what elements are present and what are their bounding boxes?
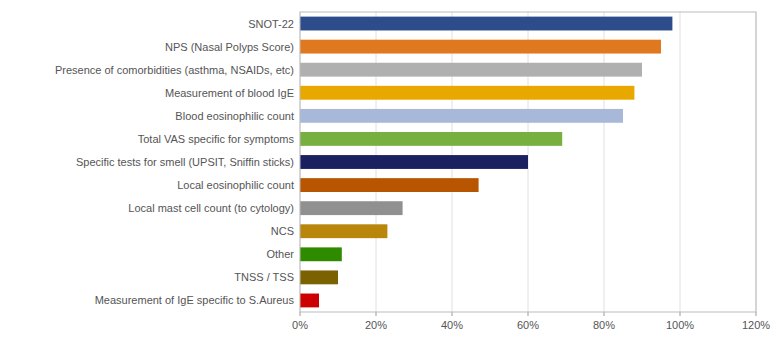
- tick-label: 60%: [517, 319, 539, 331]
- category-label: Total VAS specific for symptoms: [138, 133, 295, 145]
- category-label: Blood eosinophilic count: [175, 110, 294, 122]
- category-label: SNOT-22: [248, 18, 294, 30]
- tick-label: 40%: [441, 319, 463, 331]
- bar: [300, 201, 403, 215]
- bar: [300, 63, 642, 77]
- category-label: Measurement of blood IgE: [165, 87, 294, 99]
- category-label: NPS (Nasal Polyps Score): [165, 41, 294, 53]
- tick-mark: [452, 312, 453, 316]
- bar: [300, 17, 672, 31]
- bars: [300, 17, 672, 308]
- category-label: Specific tests for smell (UPSIT, Sniffin…: [76, 156, 294, 168]
- bar: [300, 270, 338, 284]
- bar: [300, 155, 528, 169]
- tick-label: 80%: [593, 319, 615, 331]
- tick-label: 20%: [365, 319, 387, 331]
- category-label: NCS: [271, 225, 294, 237]
- tick-mark: [680, 312, 681, 316]
- bar: [300, 109, 623, 123]
- tick-mark: [604, 312, 605, 316]
- chart-container: 0% 20% 40% 60% 80% 100% 120% Measurement of IgE…: [0, 0, 780, 342]
- grid-line: [680, 12, 681, 312]
- category-label: TNSS / TSS: [234, 271, 294, 283]
- y-axis: Measurement of IgE specific to S.Aureus T…: [55, 18, 295, 307]
- bar: [300, 86, 634, 100]
- grid: [300, 12, 756, 312]
- tick-mark: [300, 312, 301, 316]
- category-label: Presence of comorbidities (asthma, NSAID…: [55, 64, 294, 76]
- x-axis: 0% 20% 40% 60% 80% 100% 120%: [292, 312, 770, 331]
- category-label: Measurement of IgE specific to S.Aureus: [95, 294, 295, 306]
- bar: [300, 178, 479, 192]
- bar: [300, 132, 562, 146]
- chart: 0% 20% 40% 60% 80% 100% 120% Measurement of IgE…: [0, 0, 780, 342]
- category-label: Local eosinophilic count: [177, 179, 294, 191]
- tick-label: 120%: [742, 319, 770, 331]
- bar: [300, 40, 661, 54]
- tick-mark: [756, 312, 757, 316]
- bar: [300, 224, 387, 238]
- tick-label: 0%: [292, 319, 308, 331]
- category-label: Local mast cell count (to cytology): [128, 202, 294, 214]
- plot-frame: [300, 12, 756, 312]
- bar: [300, 247, 342, 261]
- tick-mark: [376, 312, 377, 316]
- tick-mark: [528, 312, 529, 316]
- bar: [300, 294, 319, 308]
- category-label: Other: [266, 248, 294, 260]
- tick-label: 100%: [666, 319, 694, 331]
- grid-line: [604, 12, 605, 312]
